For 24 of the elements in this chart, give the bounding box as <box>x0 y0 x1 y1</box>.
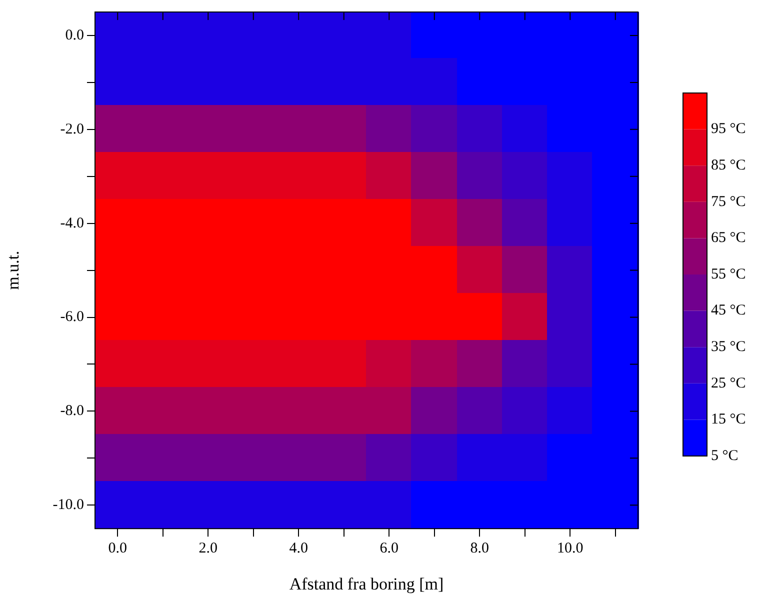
y-axis-title: m.u.t. <box>4 250 23 290</box>
y-tick-label: -10.0 <box>52 497 84 514</box>
color-bar-label: 75 °C <box>711 194 746 210</box>
color-bar-label: 5 °C <box>711 448 738 464</box>
color-bar-label: 45 °C <box>711 302 746 319</box>
color-bar-label: 95 °C <box>711 121 746 138</box>
color-bar-label: 25 °C <box>711 375 746 392</box>
x-tick-label: 6.0 <box>380 540 398 557</box>
x-tick-label: 2.0 <box>198 540 218 557</box>
x-axis-title: Afstand fra boring [m] <box>289 574 444 594</box>
y-tick-label: -4.0 <box>60 215 84 232</box>
y-tick-label: -2.0 <box>60 121 84 138</box>
color-bar-label: 85 °C <box>711 158 746 174</box>
color-bar-label: 65 °C <box>711 230 746 246</box>
y-tick-label: 0.0 <box>65 27 84 44</box>
x-tick-label: 4.0 <box>289 540 308 557</box>
x-tick-label: 10.0 <box>557 540 584 557</box>
y-tick-label: -8.0 <box>60 403 84 420</box>
x-tick-label: 0.0 <box>108 540 127 557</box>
x-tick-label: 8.0 <box>470 540 489 557</box>
color-bar-label: 35 °C <box>711 339 746 356</box>
color-bar-label: 15 °C <box>711 412 746 428</box>
y-tick-label: -6.0 <box>60 309 84 326</box>
color-bar-label: 55 °C <box>711 266 746 282</box>
